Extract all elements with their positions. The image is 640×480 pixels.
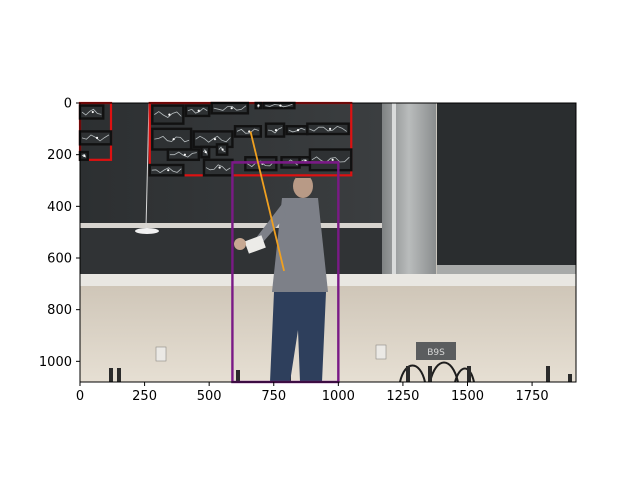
- word-box: [254, 101, 263, 110]
- word-box: [298, 156, 312, 167]
- y-tick-label: 1000: [39, 355, 72, 370]
- outlet-panel: [416, 342, 456, 360]
- word-box: [151, 127, 193, 151]
- word-box: [151, 104, 185, 125]
- eraser: [135, 228, 159, 234]
- word-box: [215, 143, 229, 156]
- x-tick-label: 500: [197, 389, 222, 404]
- word-box: [78, 150, 89, 162]
- word-box: [210, 101, 250, 115]
- outlet-left: [155, 346, 167, 362]
- x-tick-label: 250: [132, 389, 157, 404]
- y-tick-label: 200: [47, 148, 72, 163]
- word-box: [306, 122, 350, 136]
- word-box: [308, 148, 353, 172]
- word-box: [148, 163, 185, 177]
- x-tick-label: 1750: [516, 389, 549, 404]
- x-tick-label: 750: [261, 389, 286, 404]
- outlet-label: B9S: [427, 348, 445, 358]
- y-tick-label: 0: [64, 97, 72, 112]
- word-box: [78, 104, 105, 120]
- word-box: [244, 156, 278, 172]
- word-box: [233, 125, 263, 138]
- word-box: [78, 130, 113, 146]
- x-tick-label: 0: [76, 389, 84, 404]
- x-tick-label: 1000: [322, 389, 355, 404]
- word-box: [202, 158, 234, 177]
- pointer-overlay: [249, 131, 285, 272]
- pillar-edge: [392, 103, 396, 279]
- pointer-line: [249, 131, 285, 272]
- word-box: [166, 148, 201, 162]
- wall-ledge: [80, 274, 576, 286]
- axes-frame: [79, 102, 577, 383]
- word-box: [264, 122, 286, 138]
- word-box: [192, 130, 234, 149]
- word-box: [184, 104, 211, 118]
- y-tick-label: 800: [47, 303, 72, 318]
- word-box: [200, 145, 211, 159]
- word-box: [262, 101, 296, 110]
- y-axis: 0 200 400 600 800 1000: [39, 97, 80, 370]
- pillar: [382, 103, 436, 279]
- x-tick-label: 1500: [451, 389, 484, 404]
- x-tick-label: 1250: [386, 389, 419, 404]
- y-tick-label: 400: [47, 200, 72, 215]
- x-axis: 0 250 500 750 1000 1250 1500 1750: [76, 382, 549, 404]
- y-tick-label: 600: [47, 252, 72, 267]
- word-box: [285, 125, 309, 136]
- floor-area: [80, 286, 576, 382]
- outlet-middle: [375, 344, 387, 360]
- word-boxes: [78, 101, 353, 177]
- hanging-cord: [145, 103, 150, 229]
- right-chalkboard: [437, 103, 576, 265]
